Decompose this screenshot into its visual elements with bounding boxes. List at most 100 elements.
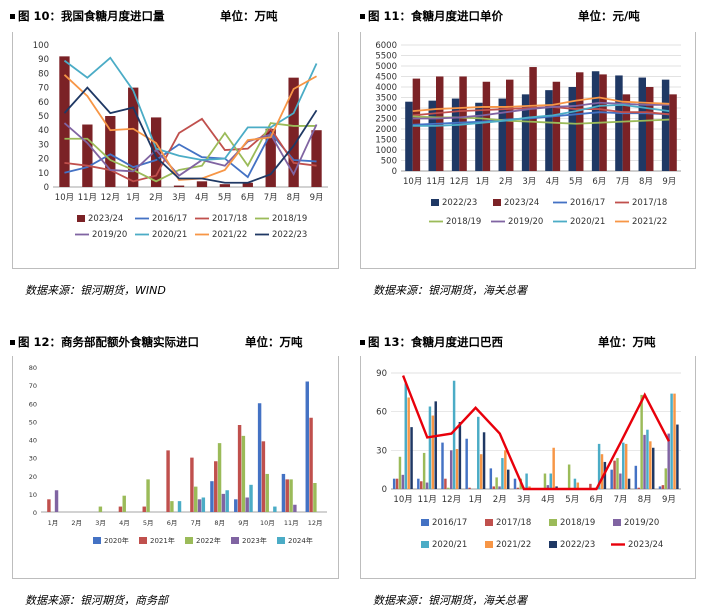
- x-tick-label: 7月: [616, 177, 630, 187]
- bar: [54, 490, 59, 512]
- y-tick-label: 70: [29, 382, 37, 390]
- bar: [122, 495, 126, 512]
- bar: [285, 479, 289, 512]
- bar: [489, 468, 493, 489]
- chart-title: 图 10：我国食糖月度进口量: [10, 8, 165, 24]
- bar: [475, 102, 483, 171]
- legend-label: 2022/23: [442, 198, 477, 208]
- legend-label: 2018/19: [446, 217, 481, 227]
- x-tick-label: 11月: [78, 193, 97, 203]
- x-tick-label: 11月: [426, 177, 445, 187]
- data-source: 数据来源：银河期货，商务部: [25, 594, 168, 607]
- legend-swatch: [549, 541, 557, 548]
- bar: [610, 469, 613, 489]
- bar: [170, 501, 174, 512]
- x-tick-label: 4月: [119, 519, 130, 527]
- x-tick-label: 9月: [238, 519, 249, 527]
- bar: [434, 401, 437, 489]
- chart-frame: [12, 32, 339, 269]
- legend-swatch: [421, 519, 429, 526]
- bar: [401, 474, 405, 489]
- bar: [398, 456, 402, 489]
- bar: [257, 403, 262, 512]
- y-tick-label: 0: [44, 183, 49, 193]
- bar: [142, 506, 146, 512]
- y-tick-label: 40: [29, 437, 37, 445]
- y-tick-label: 80: [38, 69, 49, 79]
- series-line: [412, 101, 670, 120]
- y-tick-label: 500: [381, 157, 397, 167]
- bar: [552, 81, 561, 171]
- bar: [513, 478, 517, 489]
- bar: [221, 493, 226, 512]
- bar: [98, 506, 103, 512]
- bar: [242, 182, 253, 187]
- bar: [667, 433, 670, 489]
- x-tick-label: 12月: [442, 495, 461, 505]
- unit-label: 单位：万吨: [598, 335, 656, 349]
- bar: [479, 454, 483, 489]
- x-tick-label: 10月: [260, 519, 275, 527]
- y-tick-label: 50: [38, 112, 49, 122]
- bar: [615, 75, 623, 171]
- bar: [661, 79, 670, 171]
- series-line: [412, 96, 670, 113]
- bar: [455, 449, 459, 489]
- legend-swatch: [613, 519, 621, 526]
- bar: [492, 486, 495, 489]
- legend-label: 2019/20: [508, 217, 543, 227]
- bar: [477, 416, 480, 489]
- bullet-square-icon: [10, 14, 15, 19]
- bar: [249, 484, 253, 512]
- x-tick-label: 8月: [287, 193, 301, 203]
- bar: [305, 381, 309, 512]
- bar: [498, 486, 501, 489]
- bar: [404, 383, 407, 489]
- x-tick-label: 2月: [493, 495, 507, 505]
- chart-frame: [360, 356, 696, 579]
- bar: [652, 447, 655, 489]
- y-tick-label: 2000: [375, 125, 397, 135]
- x-tick-label: 6月: [589, 495, 603, 505]
- legend-label: 2021/22: [496, 540, 531, 550]
- x-tick-label: 6月: [592, 177, 606, 187]
- y-tick-label: 70: [38, 84, 49, 94]
- bar: [543, 473, 547, 489]
- x-tick-label: 9月: [310, 193, 324, 203]
- bar: [425, 482, 429, 489]
- x-tick-label: 8月: [214, 519, 225, 527]
- legend-label: 2024年: [288, 536, 313, 545]
- bar: [498, 98, 506, 171]
- y-tick-label: 5500: [375, 52, 397, 62]
- bar: [622, 94, 631, 171]
- data-source: 数据来源：银河期货，WIND: [25, 284, 166, 297]
- title-text: 图 10：我国食糖月度进口量: [18, 9, 165, 23]
- bar: [428, 100, 436, 171]
- bar: [506, 79, 514, 171]
- bar: [589, 483, 592, 489]
- x-tick-label: 2月: [149, 193, 163, 203]
- bar: [234, 499, 238, 512]
- x-tick-label: 7月: [264, 193, 278, 203]
- bar: [281, 473, 286, 512]
- legend-swatch: [77, 215, 85, 222]
- y-tick-label: 3000: [375, 104, 397, 114]
- bar: [449, 450, 453, 489]
- legend-label: 2017/18: [212, 214, 247, 224]
- bar: [528, 486, 531, 489]
- title-text: 图 12：商务部配额外食糖实际进口: [18, 335, 200, 349]
- y-tick-label: 5000: [375, 62, 397, 72]
- bar: [197, 499, 202, 512]
- legend-swatch: [485, 541, 493, 548]
- bar: [643, 434, 646, 489]
- series-line: [63, 86, 318, 184]
- y-tick-label: 0: [382, 485, 387, 495]
- chart-brazil-import: 0 30 60 90 10月 11月 12月 1月 2月 3月 4月 5月 6月 7月 8月 9月 2016/1…: [376, 369, 681, 550]
- legend-label: 2020年: [104, 536, 129, 545]
- legend-swatch: [485, 519, 493, 526]
- bar: [545, 90, 553, 171]
- bullet-square-icon: [10, 340, 15, 345]
- y-tick-label: 60: [38, 98, 49, 108]
- legend-swatch: [93, 537, 101, 544]
- bar: [47, 499, 51, 512]
